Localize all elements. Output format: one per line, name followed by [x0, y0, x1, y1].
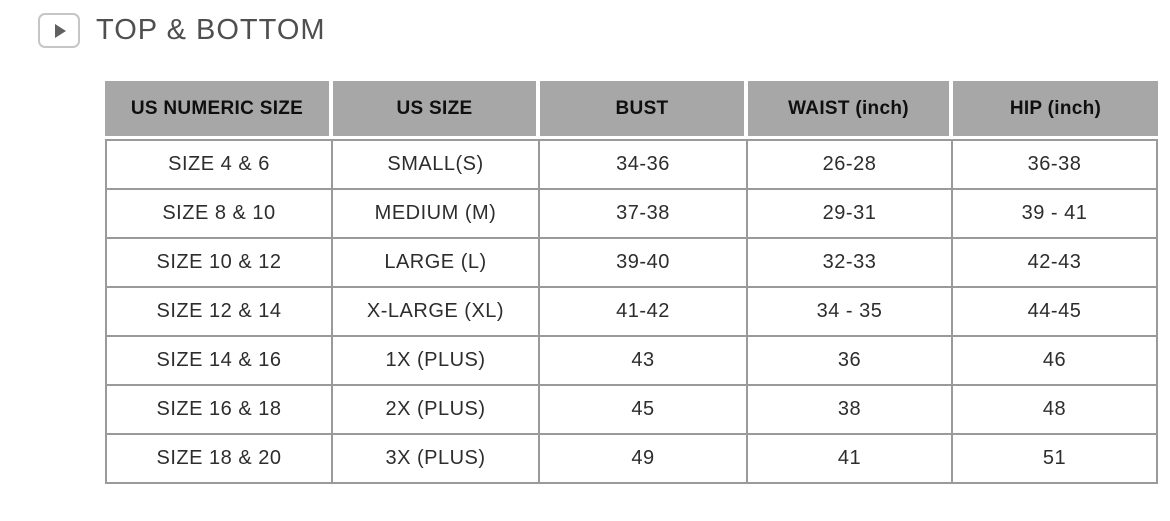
bust-cell: 41-42 — [540, 288, 748, 337]
table-row: SIZE 4 & 6 SMALL(S) 34-36 26-28 36-38 — [105, 139, 1158, 190]
bust-cell: 43 — [540, 337, 748, 386]
us-size-cell: 3X (PLUS) — [333, 435, 540, 484]
waist-cell: 36 — [748, 337, 953, 386]
table-row: SIZE 16 & 18 2X (PLUS) 45 38 48 — [105, 386, 1158, 435]
section-title: TOP & BOTTOM — [96, 14, 326, 46]
bust-cell: 34-36 — [540, 139, 748, 190]
waist-cell: 32-33 — [748, 239, 953, 288]
us-size-cell: LARGE (L) — [333, 239, 540, 288]
hip-cell: 51 — [953, 435, 1158, 484]
table-row: SIZE 8 & 10 MEDIUM (M) 37-38 29-31 39 - … — [105, 190, 1158, 239]
table-row: SIZE 18 & 20 3X (PLUS) 49 41 51 — [105, 435, 1158, 484]
waist-cell: 41 — [748, 435, 953, 484]
waist-cell: 38 — [748, 386, 953, 435]
us-numeric-size-cell: SIZE 10 & 12 — [105, 239, 333, 288]
table-row: SIZE 12 & 14 X-LARGE (XL) 41-42 34 - 35 … — [105, 288, 1158, 337]
bust-cell: 49 — [540, 435, 748, 484]
table-row: SIZE 14 & 16 1X (PLUS) 43 36 46 — [105, 337, 1158, 386]
bust-cell: 45 — [540, 386, 748, 435]
us-numeric-size-cell: SIZE 4 & 6 — [105, 139, 333, 190]
us-numeric-size-cell: SIZE 8 & 10 — [105, 190, 333, 239]
us-size-cell: MEDIUM (M) — [333, 190, 540, 239]
section-toggle-button[interactable] — [38, 13, 80, 48]
us-size-cell: 1X (PLUS) — [333, 337, 540, 386]
us-size-cell: 2X (PLUS) — [333, 386, 540, 435]
column-header-us-numeric-size: US NUMERIC SIZE — [105, 81, 333, 139]
column-header-hip: HIP (inch) — [953, 81, 1158, 139]
waist-cell: 26-28 — [748, 139, 953, 190]
us-size-cell: X-LARGE (XL) — [333, 288, 540, 337]
section-header: TOP & BOTTOM — [0, 0, 1170, 48]
waist-cell: 29-31 — [748, 190, 953, 239]
hip-cell: 48 — [953, 386, 1158, 435]
column-header-waist: WAIST (inch) — [748, 81, 953, 139]
hip-cell: 39 - 41 — [953, 190, 1158, 239]
us-numeric-size-cell: SIZE 18 & 20 — [105, 435, 333, 484]
play-icon — [55, 23, 66, 38]
us-numeric-size-cell: SIZE 14 & 16 — [105, 337, 333, 386]
waist-cell: 34 - 35 — [748, 288, 953, 337]
us-numeric-size-cell: SIZE 16 & 18 — [105, 386, 333, 435]
bust-cell: 37-38 — [540, 190, 748, 239]
hip-cell: 36-38 — [953, 139, 1158, 190]
size-chart-table: US NUMERIC SIZE US SIZE BUST WAIST (inch… — [105, 81, 1158, 484]
hip-cell: 42-43 — [953, 239, 1158, 288]
column-header-bust: BUST — [540, 81, 748, 139]
header-row: US NUMERIC SIZE US SIZE BUST WAIST (inch… — [105, 81, 1158, 139]
us-size-cell: SMALL(S) — [333, 139, 540, 190]
table-row: SIZE 10 & 12 LARGE (L) 39-40 32-33 42-43 — [105, 239, 1158, 288]
us-numeric-size-cell: SIZE 12 & 14 — [105, 288, 333, 337]
hip-cell: 44-45 — [953, 288, 1158, 337]
bust-cell: 39-40 — [540, 239, 748, 288]
column-header-us-size: US SIZE — [333, 81, 540, 139]
hip-cell: 46 — [953, 337, 1158, 386]
